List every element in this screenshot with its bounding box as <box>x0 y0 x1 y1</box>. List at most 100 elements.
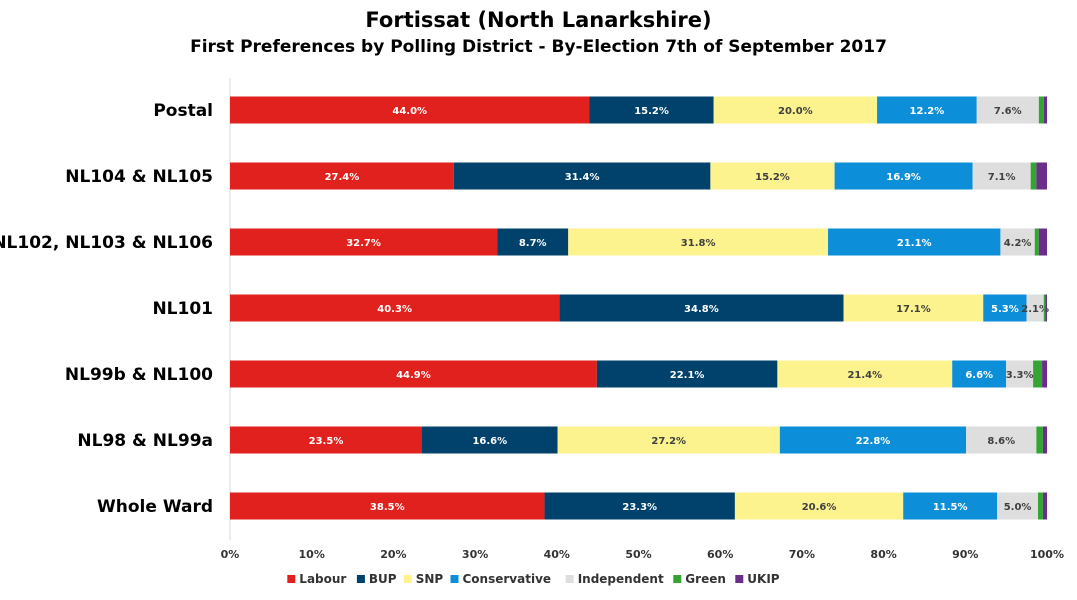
bar-segment-bup <box>596 360 778 388</box>
bar-segment-labour <box>230 162 454 190</box>
bar-segment-conservative <box>877 96 977 124</box>
legend-label-ukip: UKIP <box>747 572 780 586</box>
x-tick-label: 90% <box>952 548 978 561</box>
x-tick-label: 20% <box>380 548 406 561</box>
bar-segment-conservative <box>903 492 998 520</box>
legend-label-snp: SNP <box>416 572 444 586</box>
bar-segment-bup <box>453 162 711 190</box>
bar-segment-independent <box>972 162 1031 190</box>
category-label: Postal <box>153 101 213 121</box>
bar-segment-snp <box>713 96 878 124</box>
x-tick-label: 10% <box>299 548 325 561</box>
bar-segment-snp <box>843 294 984 322</box>
legend-swatch-conservative <box>450 575 459 583</box>
data-label: 3.3% <box>1006 370 1034 381</box>
bar-segment-labour <box>230 492 545 520</box>
bar-segment-independent <box>997 492 1039 520</box>
data-label: 11.5% <box>933 502 968 513</box>
data-label: 20.6% <box>802 502 837 513</box>
data-label: 17.1% <box>896 304 931 315</box>
bar-segment-snp <box>777 360 953 388</box>
data-label: 16.9% <box>886 172 921 183</box>
legend-label-labour: Labour <box>299 572 346 586</box>
bar-segment-bup <box>497 228 569 256</box>
data-label: 27.4% <box>325 172 360 183</box>
category-label: NL101 <box>152 299 213 319</box>
bar-segment-ukip <box>1042 492 1047 520</box>
data-label: 2.1% <box>1021 304 1049 315</box>
bar-segment-independent <box>966 426 1037 454</box>
data-label: 23.5% <box>309 436 344 447</box>
bar-segment-green <box>1034 228 1039 256</box>
bar-segment-conservative <box>952 360 1007 388</box>
data-label: 15.2% <box>634 106 669 117</box>
legend-swatch-bup <box>356 575 365 583</box>
x-tick-label: 30% <box>462 548 488 561</box>
legend-swatch-labour <box>287 575 296 583</box>
data-label: 7.1% <box>988 172 1016 183</box>
data-label: 31.8% <box>681 238 716 249</box>
data-label: 20.0% <box>778 106 813 117</box>
bar-segment-ukip <box>1036 162 1047 190</box>
x-tick-label: 60% <box>707 548 733 561</box>
legend-label-bup: BUP <box>369 572 397 586</box>
data-label: 44.0% <box>392 106 427 117</box>
bar-segment-bup <box>544 492 735 520</box>
legend-swatch-ukip <box>735 575 744 583</box>
data-label: 40.3% <box>377 304 412 315</box>
data-label: 5.3% <box>991 304 1019 315</box>
bar-segment-bup <box>559 294 844 322</box>
bar-segment-labour <box>230 96 590 124</box>
category-label: NL98 & NL99a <box>77 431 213 451</box>
bar-segment-ukip <box>1043 96 1047 124</box>
data-label: 22.8% <box>856 436 891 447</box>
bar-segment-independent <box>1000 228 1035 256</box>
chart-title: Fortissat (North Lanarkshire) <box>365 8 712 32</box>
bar-segment-independent <box>1026 294 1044 322</box>
bar-segment-green <box>1038 96 1044 124</box>
bar-segment-green <box>1036 426 1043 454</box>
x-tick-label: 50% <box>625 548 651 561</box>
data-label: 8.6% <box>987 436 1015 447</box>
bar-segment-labour <box>230 294 560 322</box>
x-tick-label: 80% <box>870 548 896 561</box>
bar-segment-bup <box>421 426 558 454</box>
bar-segment-labour <box>230 426 422 454</box>
data-label: 12.2% <box>910 106 945 117</box>
chart-subtitle: First Preferences by Polling District - … <box>190 37 887 57</box>
bar-segment-ukip <box>1042 360 1047 388</box>
data-label: 27.2% <box>651 436 686 447</box>
bar-segment-labour <box>230 360 597 388</box>
x-tick-label: 0% <box>221 548 240 561</box>
bar-segment-ukip <box>1038 228 1047 256</box>
category-label: NL104 & NL105 <box>65 167 213 187</box>
bar-segment-snp <box>568 228 829 256</box>
x-tick-label: 40% <box>544 548 570 561</box>
data-label: 21.1% <box>897 238 932 249</box>
legend-swatch-independent <box>565 575 574 583</box>
data-label: 4.2% <box>1004 238 1032 249</box>
bar-segment-conservative <box>834 162 973 190</box>
bar-segment-labour <box>230 228 498 256</box>
bar-segment-ukip <box>1045 294 1047 322</box>
x-tick-label: 100% <box>1030 548 1064 561</box>
data-label: 16.6% <box>472 436 507 447</box>
bar-segment-green <box>1030 162 1037 190</box>
bar-segment-green <box>1043 294 1046 322</box>
data-label: 31.4% <box>565 172 600 183</box>
bar-segment-green <box>1033 360 1043 388</box>
data-label: 38.5% <box>370 502 405 513</box>
bar-segment-independent <box>1006 360 1034 388</box>
data-label: 44.9% <box>396 370 431 381</box>
data-label: 15.2% <box>755 172 790 183</box>
bar-segment-snp <box>710 162 835 190</box>
data-label: 21.4% <box>847 370 882 381</box>
bar-segment-independent <box>976 96 1039 124</box>
legend-label-green: Green <box>685 572 726 586</box>
data-label: 7.6% <box>994 106 1022 117</box>
data-label: 22.1% <box>670 370 705 381</box>
bar-segment-ukip <box>1042 426 1047 454</box>
data-label: 23.3% <box>622 502 657 513</box>
data-label: 34.8% <box>684 304 719 315</box>
